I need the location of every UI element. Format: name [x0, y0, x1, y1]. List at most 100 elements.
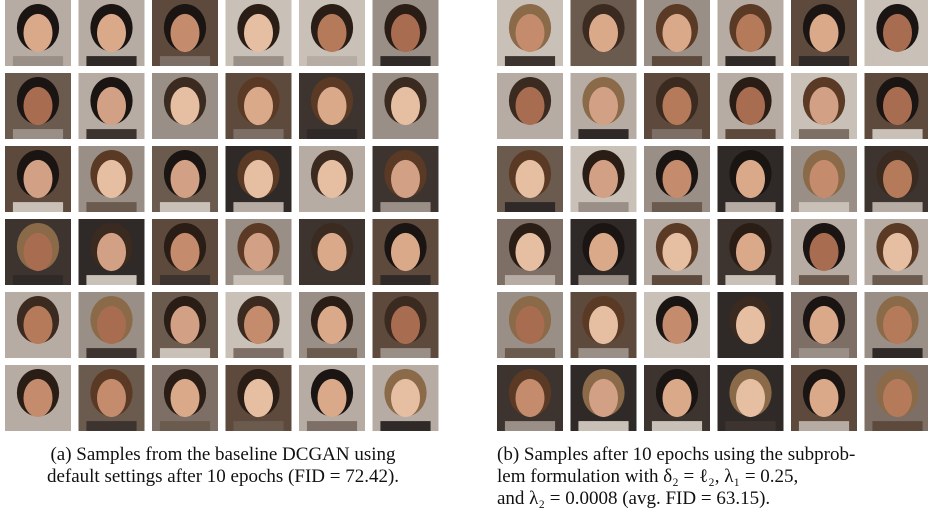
face: [662, 379, 691, 417]
face: [589, 14, 618, 52]
shoulders: [233, 202, 283, 212]
face: [317, 379, 346, 417]
shoulders: [160, 56, 210, 66]
sample-image: [5, 292, 71, 358]
face: [662, 14, 691, 52]
sample-image: [571, 292, 637, 358]
sample-image: [152, 146, 218, 212]
shoulders: [233, 56, 283, 66]
shoulders: [13, 275, 63, 285]
sample-image: [226, 0, 292, 66]
shoulders: [13, 421, 63, 431]
sample-image: [644, 73, 710, 139]
shoulders: [652, 56, 702, 66]
shoulders: [86, 129, 136, 139]
face: [97, 306, 126, 344]
face: [515, 379, 544, 417]
sample-image: [299, 219, 365, 285]
shoulders: [233, 275, 283, 285]
sample-image: [718, 73, 784, 139]
shoulders: [380, 56, 430, 66]
sample-image: [791, 146, 857, 212]
face: [809, 233, 838, 271]
face: [736, 14, 765, 52]
shoulders: [799, 275, 849, 285]
face: [736, 306, 765, 344]
face: [736, 87, 765, 125]
face: [589, 160, 618, 198]
face: [883, 14, 912, 52]
sample-image: [5, 73, 71, 139]
sample-image: [718, 219, 784, 285]
face: [515, 160, 544, 198]
shoulders: [872, 421, 922, 431]
sample-image: [865, 292, 928, 358]
sample-image: [5, 365, 71, 431]
shoulders: [799, 348, 849, 358]
shoulders: [578, 275, 628, 285]
shoulders: [380, 129, 430, 139]
shoulders: [578, 56, 628, 66]
sample-image: [79, 146, 145, 212]
shoulders: [725, 421, 775, 431]
caption-line: lem formulation with δ₂ = ℓ₂, λ₁ = 0.25,: [497, 466, 855, 488]
sample-image: [373, 292, 439, 358]
shoulders: [307, 202, 357, 212]
sample-image: [299, 365, 365, 431]
face: [170, 160, 199, 198]
shoulders: [307, 56, 357, 66]
sample-image: [79, 365, 145, 431]
sample-image: [226, 292, 292, 358]
sample-image: [299, 0, 365, 66]
face: [809, 306, 838, 344]
face: [23, 379, 52, 417]
shoulders: [505, 348, 555, 358]
shoulders: [872, 348, 922, 358]
shoulders: [307, 129, 357, 139]
shoulders: [86, 202, 136, 212]
face: [23, 14, 52, 52]
face: [809, 14, 838, 52]
caption-line: and λ₂ = 0.0008 (avg. FID = 63.15).: [497, 488, 855, 510]
face: [662, 160, 691, 198]
face: [97, 233, 126, 271]
sample-image: [718, 365, 784, 431]
sample-image: [571, 73, 637, 139]
face: [23, 87, 52, 125]
shoulders: [160, 421, 210, 431]
shoulders: [160, 348, 210, 358]
sample-image: [152, 365, 218, 431]
sample-image: [79, 219, 145, 285]
face: [23, 160, 52, 198]
shoulders: [872, 56, 922, 66]
face: [23, 306, 52, 344]
sample-image: [373, 365, 439, 431]
face: [662, 233, 691, 271]
face: [589, 233, 618, 271]
sample-image: [5, 219, 71, 285]
face: [391, 233, 420, 271]
sample-image: [644, 292, 710, 358]
face: [515, 233, 544, 271]
shoulders: [160, 275, 210, 285]
face: [170, 306, 199, 344]
face: [391, 160, 420, 198]
face: [244, 160, 273, 198]
caption-line: default settings after 10 epochs (FID = …: [5, 466, 441, 488]
face: [589, 379, 618, 417]
face: [391, 306, 420, 344]
face: [809, 87, 838, 125]
shoulders: [307, 348, 357, 358]
face: [97, 14, 126, 52]
shoulders: [307, 421, 357, 431]
shoulders: [505, 202, 555, 212]
shoulders: [872, 275, 922, 285]
shoulders: [233, 348, 283, 358]
face: [170, 87, 199, 125]
shoulders: [13, 56, 63, 66]
sample-image: [791, 0, 857, 66]
face: [97, 87, 126, 125]
shoulders: [380, 421, 430, 431]
face: [883, 379, 912, 417]
shoulders: [505, 421, 555, 431]
